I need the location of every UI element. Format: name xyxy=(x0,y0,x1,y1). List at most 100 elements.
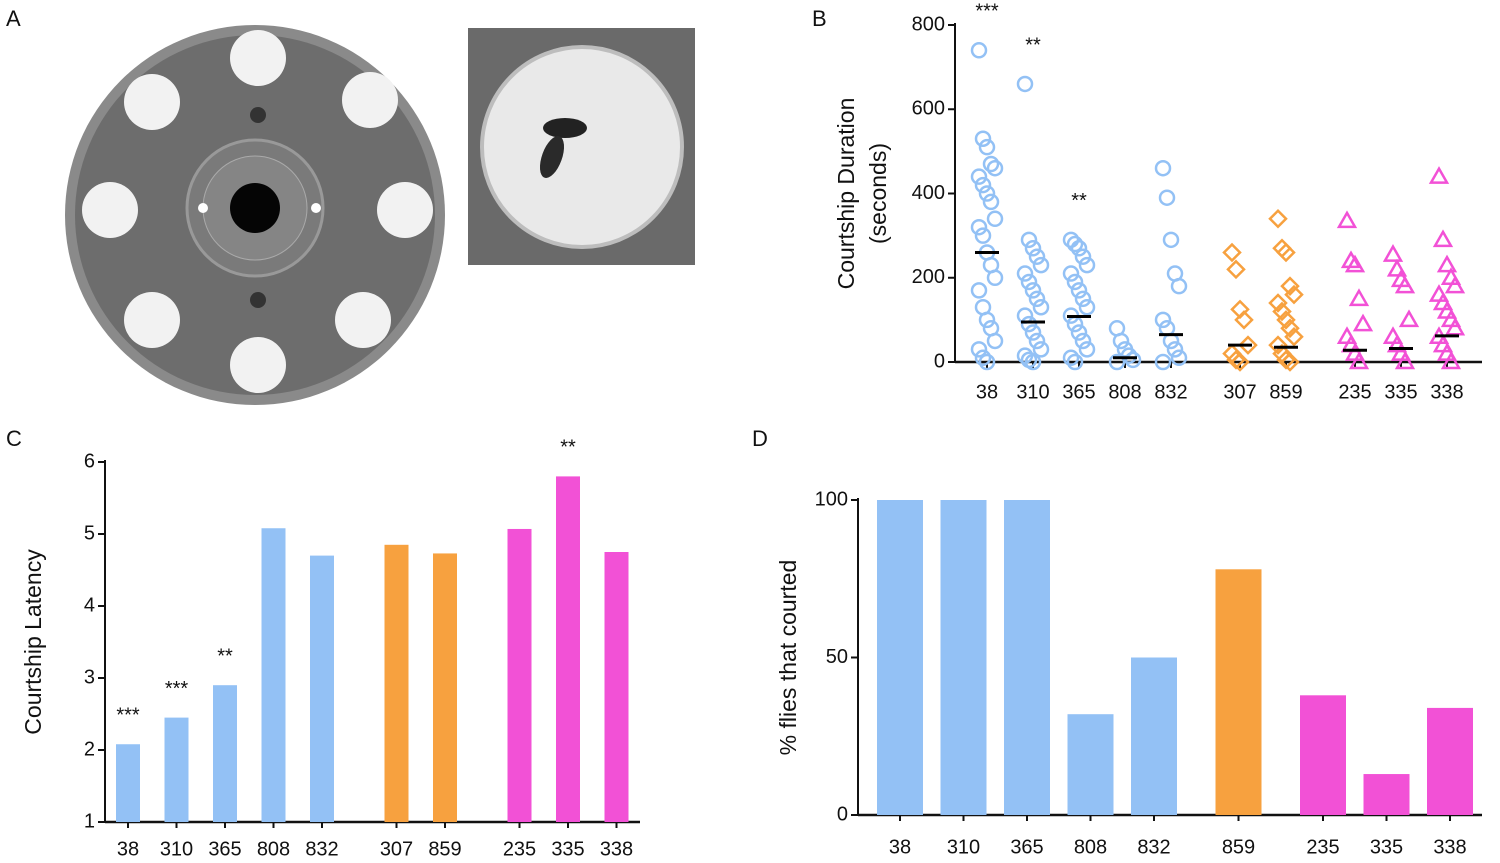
x-tick-label: 832 xyxy=(305,838,338,860)
x-tick-label: 235 xyxy=(503,838,536,860)
bar xyxy=(604,552,629,822)
y-tick-label: 2 xyxy=(84,738,95,760)
data-point xyxy=(1154,311,1172,329)
data-point xyxy=(1280,276,1300,296)
data-point xyxy=(1032,256,1050,274)
x-tick-label: 335 xyxy=(1384,381,1417,403)
x-tick-label: 808 xyxy=(1074,836,1107,858)
panel-label: D xyxy=(752,426,768,451)
data-point xyxy=(1020,231,1038,249)
bar xyxy=(877,500,923,815)
data-point xyxy=(1016,265,1034,282)
data-point xyxy=(1432,229,1454,248)
x-tick-label: 832 xyxy=(1154,381,1187,403)
data-point xyxy=(970,282,988,299)
significance-label: *** xyxy=(165,678,189,700)
y-tick-label: 50 xyxy=(826,646,848,668)
data-point xyxy=(1020,315,1038,333)
bar xyxy=(310,555,334,822)
data-point xyxy=(1024,240,1042,257)
data-point xyxy=(970,218,988,236)
data-point xyxy=(1428,166,1450,184)
bar xyxy=(116,744,140,822)
bar xyxy=(433,553,457,822)
bar xyxy=(940,500,987,815)
significance-label: *** xyxy=(116,705,140,727)
y-tick-label: 800 xyxy=(912,13,945,35)
data-point xyxy=(1028,248,1046,265)
x-tick-label: 859 xyxy=(1222,836,1255,858)
data-point xyxy=(1078,341,1096,358)
y-tick-label: 200 xyxy=(912,266,945,288)
data-point xyxy=(1024,282,1042,299)
data-point xyxy=(1028,332,1046,350)
significance-label: ** xyxy=(1071,190,1087,212)
data-point xyxy=(1284,284,1304,305)
data-point xyxy=(982,193,1000,211)
data-point xyxy=(1078,298,1096,316)
data-point xyxy=(986,332,1004,350)
x-tick-label: 338 xyxy=(1433,836,1466,858)
y-tick-label: 0 xyxy=(837,803,848,825)
data-point xyxy=(1226,259,1246,280)
data-point xyxy=(1078,256,1096,274)
x-tick-label: 310 xyxy=(160,838,193,860)
panel-label: B xyxy=(812,6,827,31)
x-tick-label: 307 xyxy=(1223,381,1256,403)
x-tick-label: 235 xyxy=(1338,381,1371,403)
data-point xyxy=(1398,309,1420,328)
y-axis-label: % flies that courted xyxy=(775,560,801,756)
bar xyxy=(1215,569,1262,815)
panel-label: A xyxy=(6,6,21,31)
data-point xyxy=(1440,351,1462,370)
data-point xyxy=(1268,335,1288,355)
bar xyxy=(1300,695,1346,815)
x-tick-label: 335 xyxy=(1370,836,1403,858)
bar xyxy=(1131,657,1177,815)
data-point xyxy=(1394,275,1416,294)
data-point xyxy=(1074,248,1092,265)
data-point xyxy=(974,130,992,147)
bar xyxy=(1363,774,1410,815)
data-point xyxy=(1276,242,1296,263)
data-point xyxy=(1074,290,1092,308)
data-point xyxy=(1268,293,1288,313)
data-point xyxy=(1108,353,1126,371)
data-point xyxy=(1344,254,1366,273)
panel-label: C xyxy=(6,426,22,451)
data-point xyxy=(1070,282,1088,299)
data-point xyxy=(1436,254,1458,273)
x-tick-label: 38 xyxy=(117,838,139,860)
y-tick-label: 100 xyxy=(815,488,848,510)
data-point xyxy=(1382,244,1404,262)
data-point xyxy=(1444,317,1466,336)
x-tick-label: 338 xyxy=(600,838,633,860)
x-tick-label: 38 xyxy=(976,381,998,403)
bar xyxy=(1427,707,1473,815)
data-point xyxy=(978,353,996,371)
data-point xyxy=(986,269,1004,286)
data-point xyxy=(1226,350,1246,370)
data-point xyxy=(1276,310,1296,330)
x-tick-label: 235 xyxy=(1306,836,1339,858)
data-point xyxy=(1066,235,1084,253)
well-photo xyxy=(468,28,695,265)
data-point xyxy=(1268,209,1288,229)
data-point xyxy=(1070,240,1088,257)
x-tick-label: 365 xyxy=(1010,836,1043,858)
bar xyxy=(164,717,189,822)
data-point xyxy=(1276,350,1296,370)
data-point xyxy=(1066,273,1084,291)
data-point xyxy=(1028,290,1046,308)
data-point xyxy=(1074,332,1092,350)
x-tick-label: 38 xyxy=(889,836,911,858)
data-point xyxy=(1348,288,1370,307)
data-point xyxy=(1024,353,1042,371)
data-point xyxy=(978,311,996,329)
x-tick-label: 808 xyxy=(257,838,290,860)
data-point xyxy=(1112,332,1130,350)
data-point xyxy=(1230,352,1250,372)
data-point xyxy=(1154,353,1172,371)
data-point xyxy=(1280,318,1300,339)
